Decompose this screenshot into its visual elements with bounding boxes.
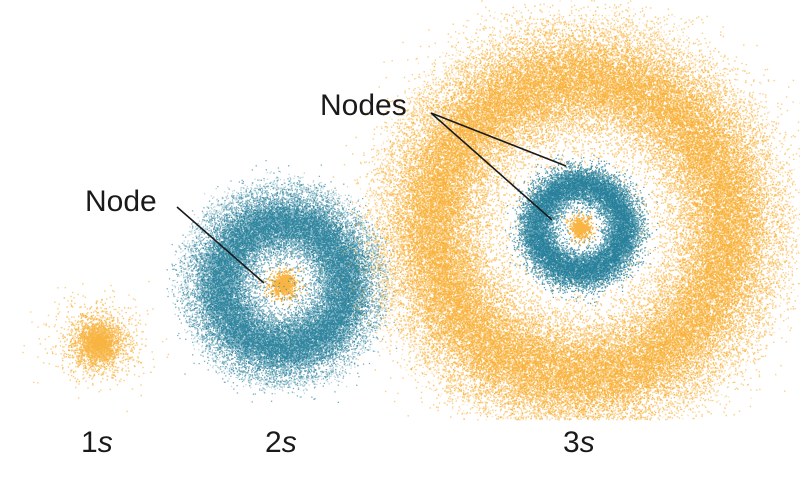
pointer-line-nodes-3s-inner [430,112,553,221]
orbital-1s-cloud [22,280,170,413]
orbital-letter: s [281,426,297,459]
orbital-number: 3 [563,426,580,459]
orbital-3s-cloud [321,0,800,421]
orbital-letter: s [97,426,113,459]
node-pointer-lines [176,112,567,284]
orbital-label-3s: 3s [563,428,595,458]
orbital-letter: s [579,426,595,459]
nodes-label: Nodes [320,89,407,122]
orbital-label-2s: 2s [265,428,297,458]
pointer-line-nodes-3s-outer [430,112,567,167]
node-label: Node [85,185,157,218]
orbital-2s-cloud [166,159,406,403]
orbital-label-1s: 1s [81,428,113,458]
orbital-number: 2 [265,426,282,459]
orbital-number: 1 [81,426,98,459]
pointer-line-node-2s [176,206,265,284]
